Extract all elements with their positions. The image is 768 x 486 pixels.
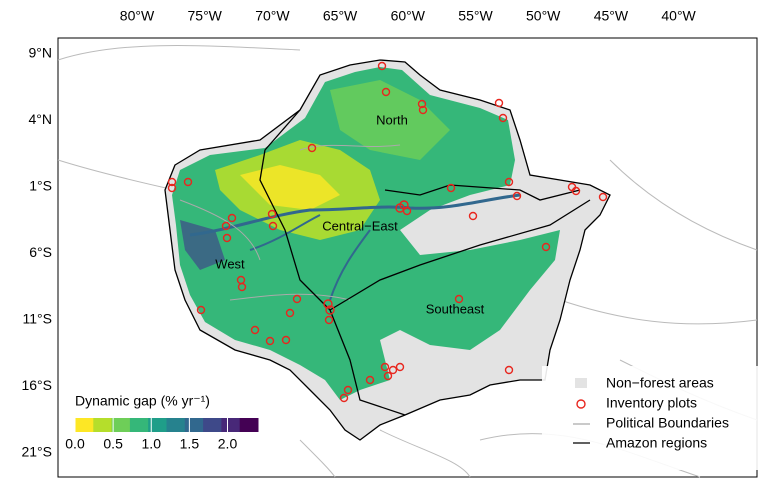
- colorbar-cell: [111, 418, 131, 432]
- forest-gap: [172, 67, 560, 400]
- region-label: West: [215, 256, 245, 271]
- forest-gap: [240, 165, 340, 210]
- legend-swatch: [575, 378, 587, 388]
- inventory-plot: [167, 61, 608, 403]
- legend-label: Inventory plots: [606, 395, 697, 411]
- lat-label: 4°N: [29, 111, 53, 127]
- lat-label: 6°S: [29, 244, 52, 260]
- forest-gap: [330, 80, 450, 160]
- legend-label: Political Boundaries: [606, 415, 729, 431]
- lat-label: 11°S: [23, 311, 52, 327]
- colorbar-cell: [166, 418, 186, 432]
- colorbar-cell: [148, 418, 167, 432]
- lon-label: 40°W: [661, 8, 696, 24]
- colorbar-cell: [184, 418, 204, 432]
- colorbar-tick-label: 0.5: [103, 436, 123, 452]
- lon-label: 60°W: [391, 8, 426, 24]
- lon-label: 80°W: [120, 8, 155, 24]
- river: [189, 193, 521, 237]
- legend-label: Non−forest areas: [606, 375, 714, 391]
- colorbar-cell: [75, 418, 94, 432]
- lat-label: 1°S: [29, 178, 52, 194]
- lon-label: 75°W: [188, 8, 223, 24]
- political-boundary: [179, 144, 401, 301]
- lon-label: 50°W: [526, 8, 561, 24]
- colorbar-tick-label: 1.5: [180, 436, 200, 452]
- colorbar-cell: [203, 418, 222, 432]
- region-label: Central−East: [322, 218, 398, 233]
- region-label: North: [376, 112, 408, 127]
- colorbar-tick-label: 0.0: [65, 436, 85, 452]
- lon-label: 70°W: [255, 8, 290, 24]
- forest-gap: [180, 220, 225, 270]
- colorbar-tick-label: 1.0: [142, 436, 162, 452]
- region-label: Southeast: [426, 301, 485, 316]
- lon-label: 55°W: [458, 8, 493, 24]
- region-boundary: [164, 59, 611, 441]
- lat-label: 21°S: [21, 444, 52, 460]
- colorbar-cell: [239, 418, 259, 432]
- colorbar-tick-label: 2.0: [218, 436, 238, 452]
- river: [249, 214, 371, 301]
- lon-label: 65°W: [323, 8, 358, 24]
- colorbar-title: Dynamic gap (% yr⁻¹): [75, 393, 210, 409]
- lat-label: 16°S: [21, 377, 52, 393]
- lon-label: 45°W: [594, 8, 629, 24]
- lat-label: 9°N: [29, 45, 53, 61]
- colorbar-cell: [93, 418, 113, 432]
- legend-label: Amazon regions: [606, 435, 707, 451]
- legend-swatch: [576, 399, 586, 409]
- colorbar-cell: [129, 418, 149, 432]
- colorbar-cell: [221, 418, 241, 432]
